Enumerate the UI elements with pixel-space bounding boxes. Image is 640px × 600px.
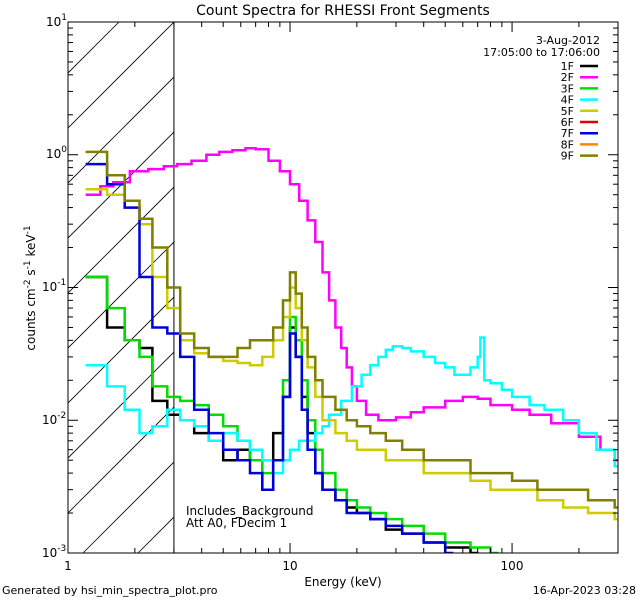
series-line-2F bbox=[85, 146, 618, 462]
hatch-line bbox=[68, 22, 174, 129]
generated-by-note: Generated by hsi_min_spectra_plot.pro bbox=[2, 584, 218, 597]
y-tick-label-10-0: 100 bbox=[46, 145, 67, 161]
annotation-attenuator: Att A0, FDecim 1 bbox=[186, 516, 287, 530]
hatch-line bbox=[633, 22, 640, 553]
x-tick-label-10: 10 bbox=[282, 559, 297, 573]
legend-label-8F: 8F bbox=[561, 138, 574, 151]
hatch-line bbox=[68, 76, 174, 184]
hatch-line bbox=[0, 22, 9, 553]
series-line-9F bbox=[85, 150, 618, 509]
hatch-line bbox=[523, 22, 640, 553]
annotation-background: Includes_Background bbox=[186, 504, 314, 518]
series-line-7F bbox=[85, 162, 454, 553]
chart-title: Count Spectra for RHESSI Front Segments bbox=[196, 3, 490, 19]
hatch-line bbox=[68, 296, 174, 404]
legend-label-6F: 6F bbox=[561, 116, 574, 129]
hatch-line bbox=[82, 461, 174, 553]
y-tick-label-10-m1: 10-1 bbox=[42, 278, 66, 294]
x-axis-label: Energy (keV) bbox=[304, 575, 381, 589]
y-tick-label-10-1: 101 bbox=[46, 13, 67, 29]
legend-label-2F: 2F bbox=[561, 71, 574, 84]
legend-label-9F: 9F bbox=[561, 150, 574, 163]
plot-frame bbox=[67, 21, 619, 554]
observation-date: 3-Aug-2012 bbox=[536, 34, 600, 47]
x-tick-label-1: 1 bbox=[64, 559, 72, 573]
y-tick-label-10-m3: 10-3 bbox=[42, 544, 66, 560]
hatch-line bbox=[68, 406, 174, 514]
legend-label-4F: 4F bbox=[561, 94, 574, 107]
legend-label-1F: 1F bbox=[561, 60, 574, 73]
hatch-line bbox=[68, 241, 174, 349]
x-tick-label-100: 100 bbox=[501, 559, 524, 573]
series-line-3F bbox=[85, 275, 499, 553]
legend-label-7F: 7F bbox=[561, 127, 574, 140]
y-axis-label: counts cm-2 s-1 keV-1 bbox=[23, 225, 38, 350]
generated-date: 16-Apr-2023 03:28 bbox=[533, 584, 636, 597]
observation-time-range: 17:05:00 to 17:06:00 bbox=[483, 46, 600, 59]
y-tick-label-10-m2: 10-2 bbox=[42, 411, 66, 427]
legend-label-3F: 3F bbox=[561, 82, 574, 95]
legend-label-5F: 5F bbox=[561, 105, 574, 118]
